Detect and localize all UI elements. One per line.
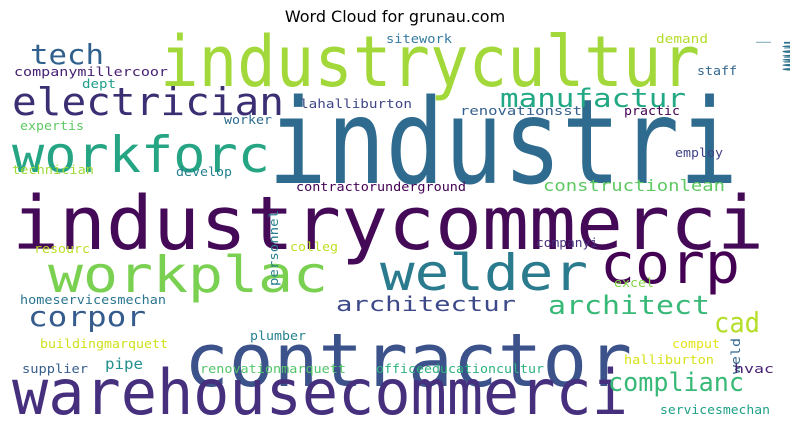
cloud-word: compani <box>734 40 790 72</box>
cloud-word: halliburton <box>624 353 714 367</box>
cloud-word: tech <box>30 38 104 71</box>
cloud-word: electrician <box>12 80 284 124</box>
cloud-word: staff <box>697 64 737 78</box>
cloud-word: architectur <box>336 292 516 316</box>
cloud-word: constructionlean <box>543 176 725 195</box>
cloud-word: servicesmechan <box>660 403 770 417</box>
cloud-word: homeservicesmechan <box>20 293 166 307</box>
cloud-word: renovationsst <box>460 104 582 118</box>
cloud-word: excel <box>614 276 654 290</box>
cloud-word: supplier <box>22 362 88 376</box>
cloud-word: resourc <box>34 242 90 256</box>
cloud-word: industrycommerci <box>12 181 764 267</box>
cloud-word: corp <box>600 232 740 297</box>
cloud-word: architect <box>548 291 710 321</box>
cloud-word: contractor <box>184 318 632 404</box>
cloud-word: pipe <box>105 355 143 373</box>
cloud-word: develop <box>176 165 232 179</box>
cloud-word: manufactur <box>500 84 686 114</box>
cloud-word: complianc <box>608 368 744 398</box>
cloud-word: welder <box>380 244 588 302</box>
cloud-word: industrycultur <box>160 21 700 103</box>
cloud-word: personnel <box>267 210 281 286</box>
cloud-word: renovationmarquett <box>200 362 346 376</box>
cloud-word: practic <box>624 104 680 118</box>
cloud-word: demand <box>656 32 708 46</box>
cloud-word: worker <box>224 113 272 127</box>
cloud-word: colleg <box>290 240 338 254</box>
cloud-word: employ <box>675 146 723 160</box>
cloud-word: lahalliburton <box>300 97 412 111</box>
cloud-word: technician <box>12 163 94 177</box>
cloud-word: buildingmarquett <box>40 337 168 351</box>
cloud-word: companyi <box>536 236 598 250</box>
cloud-word: hvac <box>734 362 774 376</box>
cloud-word: corpor <box>28 300 146 333</box>
cloud-word: sitework <box>386 32 453 46</box>
cloud-word: companymillercoor <box>14 65 168 79</box>
cloud-word: expertis <box>20 119 84 133</box>
cloud-word: cad <box>714 306 760 339</box>
cloud-word: weld <box>729 338 743 374</box>
cloud-word: industri <box>268 73 738 211</box>
cloud-word: plumber <box>250 329 306 343</box>
cloud-word: contractorunderground <box>296 180 466 194</box>
cloud-word: comput <box>672 337 720 351</box>
cloud-word: dept <box>82 77 116 91</box>
cloud-word: officeeducationcultur <box>376 362 544 376</box>
chart-title: Word Cloud for grunau.com <box>284 7 506 26</box>
cloud-word: workplac <box>48 246 328 304</box>
cloud-word: workforc <box>12 126 270 184</box>
cloud-word: warehousecommerci <box>12 356 628 427</box>
